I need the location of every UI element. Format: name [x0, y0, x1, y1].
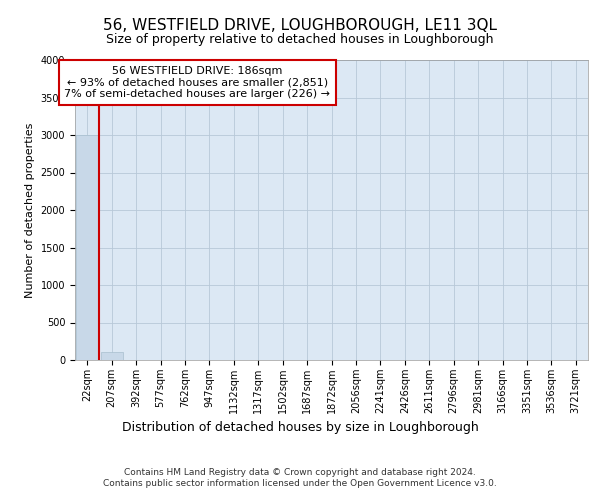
Text: Size of property relative to detached houses in Loughborough: Size of property relative to detached ho… [106, 32, 494, 46]
Bar [101, 352, 122, 360]
Text: Distribution of detached houses by size in Loughborough: Distribution of detached houses by size … [122, 421, 478, 434]
Text: 56 WESTFIELD DRIVE: 186sqm
← 93% of detached houses are smaller (2,851)
7% of se: 56 WESTFIELD DRIVE: 186sqm ← 93% of deta… [64, 66, 330, 99]
Text: 56, WESTFIELD DRIVE, LOUGHBOROUGH, LE11 3QL: 56, WESTFIELD DRIVE, LOUGHBOROUGH, LE11 … [103, 18, 497, 32]
Bar [76, 135, 98, 360]
Text: Contains HM Land Registry data © Crown copyright and database right 2024.
Contai: Contains HM Land Registry data © Crown c… [103, 468, 497, 487]
Y-axis label: Number of detached properties: Number of detached properties [25, 122, 35, 298]
